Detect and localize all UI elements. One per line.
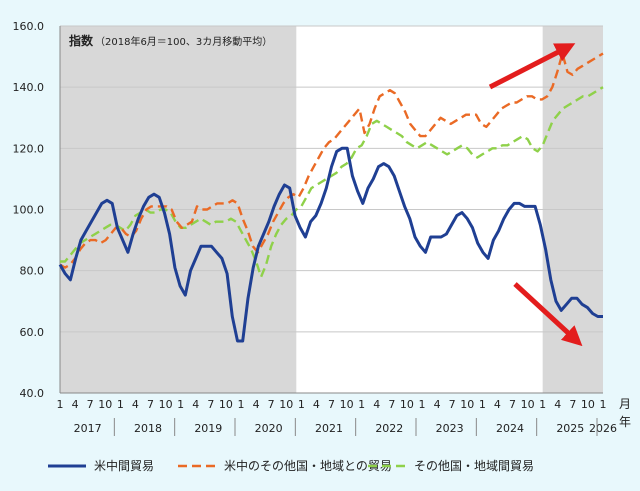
- x-tick-label: 7: [449, 398, 456, 411]
- y-tick-label: 40.0: [20, 387, 45, 400]
- x-tick-label: 7: [328, 398, 335, 411]
- y-tick-labels: 40.0 60.0 80.0 100.0 120.0 140.0 160.0: [13, 20, 45, 400]
- x-tick-label: 4: [72, 398, 79, 411]
- x-tick-label: 10: [521, 398, 535, 411]
- x-tick-label: 1: [600, 398, 607, 411]
- x-tick-label: 4: [494, 398, 501, 411]
- x-tick-label: 1: [57, 398, 64, 411]
- x-tick-label: 4: [132, 398, 139, 411]
- x-tick-label: 10: [279, 398, 293, 411]
- legend: 米中間貿易 米中のその他国・地域との貿易 その他国・地域間貿易: [48, 458, 534, 473]
- x-tick-label: 4: [434, 398, 441, 411]
- x-tick-label: 7: [147, 398, 154, 411]
- x-tick-label: 1: [298, 398, 305, 411]
- x-unit-month: 月: [619, 397, 631, 411]
- x-tick-label: 1: [419, 398, 426, 411]
- x-tick-label: 10: [400, 398, 414, 411]
- year-label: 2026: [589, 422, 617, 435]
- series-line-1: [59, 52, 604, 269]
- series-line-2: [60, 86, 604, 278]
- x-tick-label: 4: [253, 398, 260, 411]
- x-tick-label: 1: [117, 398, 124, 411]
- x-tick-label: 7: [509, 398, 516, 411]
- x-tick-label: 1: [539, 398, 546, 411]
- x-tick-label: 10: [219, 398, 233, 411]
- x-tick-label: 1: [479, 398, 486, 411]
- x-tick-label: 10: [159, 398, 173, 411]
- x-tick-label: 4: [554, 398, 561, 411]
- x-tick-label: 7: [87, 398, 94, 411]
- y-tick-label: 120.0: [13, 142, 45, 155]
- year-label: 2017: [74, 422, 102, 435]
- trend-arrows: [488, 43, 583, 347]
- x-tick-label: 1: [238, 398, 245, 411]
- up-arrow: [488, 43, 576, 90]
- x-tick-label: 7: [569, 398, 576, 411]
- year-label: 2021: [315, 422, 343, 435]
- x-tick-label: 10: [98, 398, 112, 411]
- year-label: 2022: [375, 422, 403, 435]
- year-label: 2020: [255, 422, 283, 435]
- year-label: 2023: [436, 422, 464, 435]
- grid-lines: [59, 25, 603, 394]
- x-tick-labels: 1 4 7 10 1 4 7 10 1 4 7 10 1 4 7 10 1 4 7 10 1 4 7 10 1 4 7 10 1 4 7 10…: [57, 398, 617, 436]
- x-tick-label: 1: [358, 398, 365, 411]
- year-label: 2019: [194, 422, 222, 435]
- y-tick-label: 140.0: [13, 81, 45, 94]
- x-tick-label: 7: [268, 398, 275, 411]
- y-tick-label: 160.0: [13, 20, 45, 33]
- x-tick-label: 1: [177, 398, 184, 411]
- x-unit-year: 年: [619, 415, 631, 429]
- x-tick-label: 10: [581, 398, 595, 411]
- x-tick-label: 7: [388, 398, 395, 411]
- year-label: 2025: [556, 422, 584, 435]
- chart-subtitle: （2018年6月＝100、3カ月移動平均）: [95, 35, 272, 48]
- down-arrow: [513, 282, 583, 347]
- x-tick-label: 4: [313, 398, 320, 411]
- x-tick-label: 4: [192, 398, 199, 411]
- legend-label-1: 米中のその他国・地域との貿易: [224, 458, 392, 473]
- x-tick-label: 10: [340, 398, 354, 411]
- series-line-0: [58, 146, 603, 343]
- x-tick-label: 7: [207, 398, 214, 411]
- year-label: 2024: [496, 422, 524, 435]
- y-tick-label: 60.0: [20, 326, 45, 339]
- chart-title: 指数: [69, 33, 94, 48]
- y-tick-label: 100.0: [13, 204, 45, 217]
- legend-label-2: その他国・地域間貿易: [414, 459, 534, 473]
- y-tick-label: 80.0: [20, 265, 45, 278]
- x-tick-label: 10: [460, 398, 474, 411]
- x-tick-label: 4: [373, 398, 380, 411]
- year-label: 2018: [134, 422, 162, 435]
- legend-label-0: 米中間貿易: [94, 458, 154, 473]
- series-lines: [58, 52, 604, 343]
